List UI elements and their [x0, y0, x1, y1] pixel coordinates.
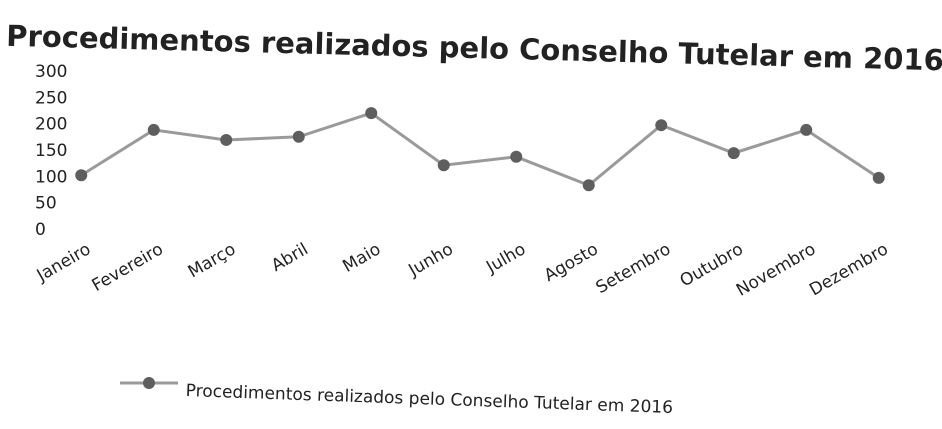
point: [727, 147, 740, 160]
y-tick-label: 100: [35, 167, 67, 187]
x-tick-label: Fevereiro: [89, 239, 167, 296]
x-tick-label: Setembro: [593, 239, 675, 298]
point: [800, 123, 813, 136]
y-tick-label: 300: [35, 62, 67, 82]
y-tick-label: 0: [35, 220, 46, 240]
x-tick-label: Dezembro: [806, 239, 892, 300]
x-tick-label: Março: [185, 239, 240, 282]
legend-label: Procedimentos realizados pelo Conselho T…: [185, 381, 673, 418]
point: [655, 119, 668, 132]
point: [292, 130, 305, 143]
chart-title: Procedimentos realizados pelo Conselho T…: [6, 19, 942, 78]
point: [365, 107, 378, 120]
y-tick-label: 250: [35, 88, 67, 108]
x-tick-label: Novembro: [733, 239, 819, 300]
x-tick-label: Agosto: [541, 239, 602, 286]
point: [147, 123, 160, 136]
point: [510, 150, 523, 163]
point: [582, 179, 595, 192]
point: [437, 159, 450, 172]
point: [220, 133, 233, 146]
y-tick-label: 50: [35, 194, 57, 214]
point: [872, 171, 885, 184]
x-tick-label: Junho: [405, 239, 457, 281]
y-tick-label: 200: [35, 115, 67, 135]
y-tick-label: 150: [35, 141, 67, 161]
legend-marker: [143, 377, 155, 389]
series-line: [80, 111, 880, 187]
x-tick-label: Janeiro: [33, 239, 94, 286]
point: [75, 169, 88, 182]
x-tick-label: Julho: [482, 239, 529, 278]
x-tick-label: Maio: [339, 239, 384, 276]
x-tick-label: Abril: [268, 239, 312, 276]
